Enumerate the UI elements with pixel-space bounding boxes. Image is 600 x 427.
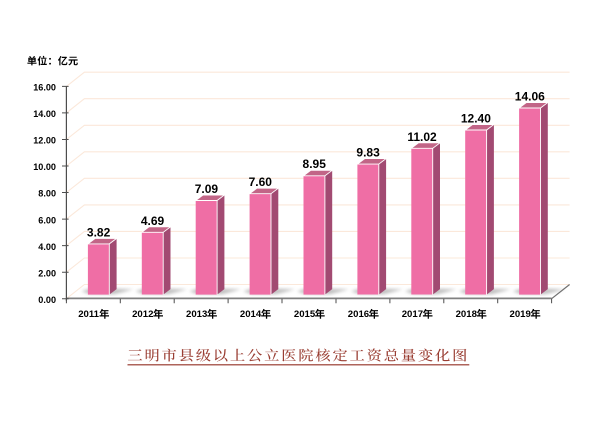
- svg-text:14.00: 14.00: [33, 109, 56, 119]
- svg-text:2017: 2017: [402, 309, 423, 320]
- svg-text:2014: 2014: [240, 309, 262, 320]
- svg-text:7.60: 7.60: [249, 175, 273, 189]
- svg-text:10.00: 10.00: [33, 162, 56, 172]
- svg-text:4.69: 4.69: [141, 214, 165, 228]
- svg-text:7.09: 7.09: [195, 182, 219, 196]
- svg-text:0.00: 0.00: [38, 295, 56, 305]
- svg-text:2.00: 2.00: [38, 268, 56, 278]
- svg-text:16.00: 16.00: [33, 83, 56, 93]
- svg-text:2019: 2019: [510, 309, 531, 320]
- svg-text:4.00: 4.00: [38, 242, 56, 252]
- svg-text:8.00: 8.00: [38, 189, 56, 199]
- svg-text:8.95: 8.95: [303, 157, 327, 171]
- svg-text:2016: 2016: [348, 309, 369, 320]
- svg-text:2013: 2013: [186, 309, 207, 320]
- svg-text:2015: 2015: [294, 309, 316, 320]
- svg-text:12.00: 12.00: [33, 136, 56, 146]
- svg-text:2018: 2018: [456, 309, 478, 320]
- svg-text:9.83: 9.83: [356, 146, 380, 160]
- svg-text:2012: 2012: [132, 309, 153, 320]
- svg-text:6.00: 6.00: [38, 215, 56, 225]
- svg-text:2011: 2011: [78, 309, 99, 320]
- svg-text:12.40: 12.40: [461, 112, 491, 126]
- svg-text:14.06: 14.06: [515, 89, 545, 103]
- svg-text:11.02: 11.02: [407, 130, 437, 144]
- svg-text:3.82: 3.82: [87, 225, 111, 239]
